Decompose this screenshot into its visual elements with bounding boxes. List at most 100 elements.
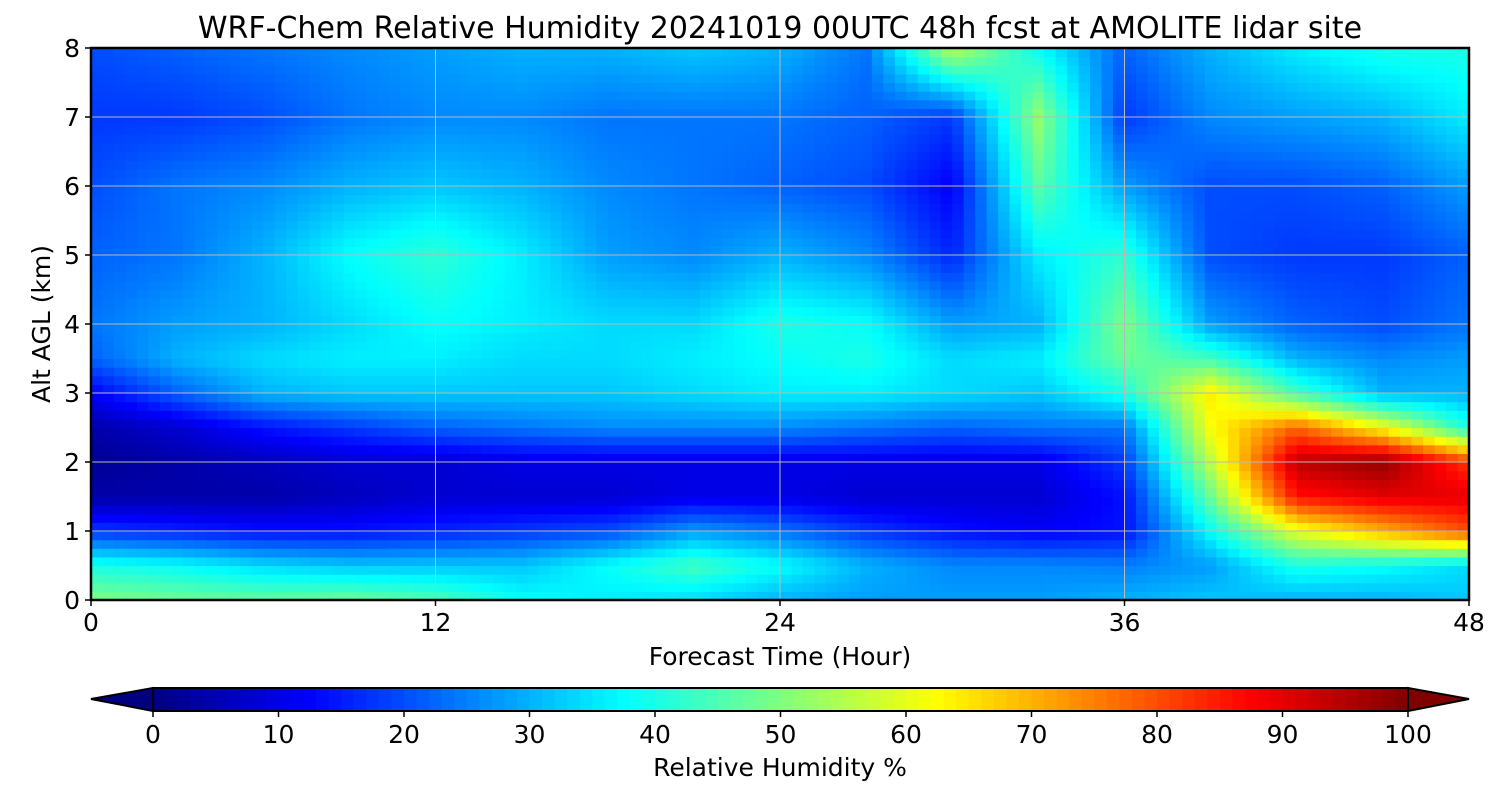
heatmap-cell [446,151,460,161]
heatmap-cell [389,73,402,84]
heatmap-cell [906,272,919,282]
heatmap-cell [780,384,793,394]
heatmap-cell [538,505,551,515]
heatmap-cell [148,341,161,351]
heatmap-cell [894,548,907,558]
heatmap-cell [780,151,793,161]
heatmap-cell [274,324,287,334]
heatmap-cell [791,160,804,170]
heatmap-cell [711,263,724,273]
heatmap-cell [401,186,414,196]
heatmap-cell [894,444,907,454]
heatmap-cell [401,237,414,247]
heatmap-cell [688,289,701,299]
heatmap-cell [561,160,574,170]
heatmap-cell [446,513,460,523]
heatmap-cell [653,487,666,498]
heatmap-cell [975,479,988,489]
heatmap-cell [458,306,471,316]
heatmap-cell [125,220,138,230]
heatmap-cell [504,341,517,351]
heatmap-cell [619,349,632,360]
heatmap-cell [320,324,333,334]
heatmap-cell [825,82,839,92]
heatmap-cell [217,375,230,385]
heatmap-cell [538,384,551,394]
heatmap-cell [481,255,494,265]
heatmap-cell [860,582,873,592]
heatmap-cell [550,410,563,420]
heatmap-cell [469,427,483,437]
heatmap-cell [860,160,873,170]
heatmap-cell [332,341,345,351]
heatmap-cell [435,56,448,66]
heatmap-cell [584,427,597,437]
heatmap-cell [940,99,953,109]
heatmap-cell [871,272,884,282]
heatmap-cell [837,99,850,109]
heatmap-cell [734,556,747,567]
heatmap-cell [963,246,976,256]
heatmap-cell [906,531,919,541]
heatmap-cell [642,99,655,109]
heatmap-cell [871,384,884,394]
heatmap-cell [745,324,758,334]
heatmap-cell [240,479,253,489]
heatmap-cell [412,487,425,498]
heatmap-cell [963,513,976,523]
heatmap-cell [642,65,655,75]
heatmap-cell [745,393,758,403]
heatmap-cell [584,211,597,222]
heatmap-cell [481,177,494,187]
heatmap-cell [136,229,150,239]
heatmap-cell [963,349,976,360]
heatmap-cell [860,410,873,420]
heatmap-cell [366,349,379,360]
heatmap-cell [228,186,241,196]
heatmap-cell [630,82,643,92]
heatmap-cell [757,462,770,472]
heatmap-cell [424,401,437,411]
heatmap-cell [389,186,402,196]
heatmap-cell [125,470,138,480]
heatmap-cell [929,375,942,385]
heatmap-cell [676,134,689,144]
heatmap-cell [906,574,919,584]
heatmap-cell [424,349,437,360]
heatmap-cell [734,444,747,454]
heatmap-cell [573,393,586,403]
heatmap-cell [596,306,609,316]
heatmap-cell [412,194,425,204]
heatmap-cell [297,177,310,187]
heatmap-cell [848,462,861,472]
heatmap-cell [561,384,574,394]
heatmap-cell [297,349,310,360]
heatmap-cell [424,263,437,273]
heatmap-cell [504,496,517,506]
heatmap-cell [676,591,689,600]
heatmap-cell [205,211,218,222]
heatmap-cell [240,565,253,575]
heatmap-cell [194,574,207,584]
heatmap-cell [343,427,356,437]
heatmap-cell [561,462,574,472]
heatmap-cell [424,186,437,196]
heatmap-cell [527,548,540,558]
heatmap-cell [607,531,620,541]
heatmap-cell [136,142,150,153]
heatmap-cell [596,479,609,489]
heatmap-cell [653,496,666,506]
heatmap-cell [527,444,540,454]
heatmap-cell [745,358,758,368]
heatmap-cell [228,48,241,58]
heatmap-cell [619,211,632,222]
heatmap-cell [963,56,976,66]
heatmap-cell [573,436,586,446]
heatmap-cell [757,375,770,385]
heatmap-cell [401,117,414,127]
heatmap-cell [963,315,976,325]
heatmap-cell [665,272,678,282]
heatmap-cell [722,453,735,463]
heatmap-cell [619,531,632,541]
heatmap-cell [366,99,379,109]
